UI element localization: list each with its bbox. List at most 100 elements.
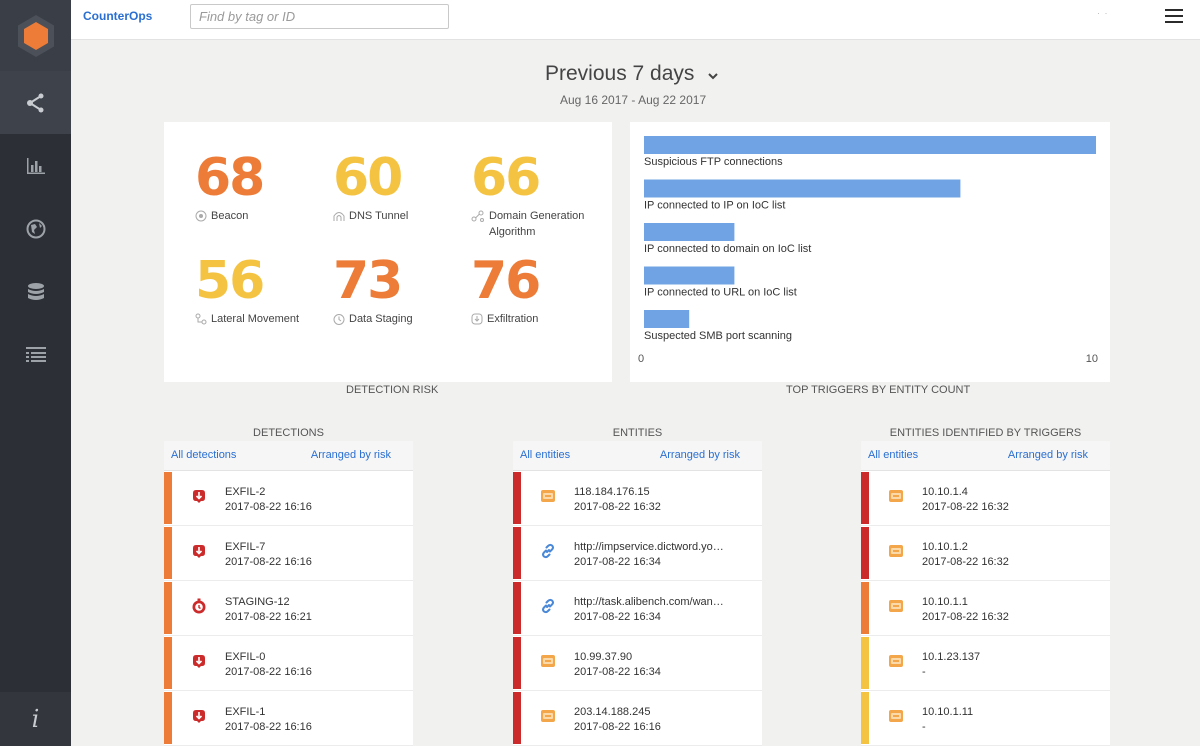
item-name: EXFIL-1 — [225, 706, 266, 718]
detections-title: DETECTIONS — [253, 427, 324, 439]
risk-label: Domain Generation Algorithm — [489, 210, 585, 238]
nav-globe[interactable] — [0, 197, 71, 260]
nav-database[interactable] — [0, 260, 71, 323]
item-name: 10.10.1.11 — [922, 706, 974, 718]
sidebar: i — [0, 0, 71, 746]
risk-dns-tunnel[interactable]: 60 DNS Tunnel — [333, 150, 473, 224]
item-name: 10.10.1.1 — [922, 596, 968, 608]
period-selector[interactable]: Previous 7 days — [545, 62, 719, 86]
logo[interactable] — [0, 0, 71, 71]
trigger-label: IP connected to IP on IoC list — [644, 200, 785, 212]
list-item[interactable]: http://task.alibench.com/wan… 2017-08-22 … — [513, 581, 762, 636]
item-time: 2017-08-22 16:34 — [574, 666, 661, 678]
host-icon — [889, 655, 903, 667]
risk-level-bar — [164, 692, 172, 744]
data-staging-icon — [333, 314, 345, 325]
list-item[interactable]: 118.184.176.15 2017-08-22 16:32 — [513, 471, 762, 526]
exfiltration-icon — [193, 710, 205, 723]
item-name: 203.14.188.245 — [574, 706, 651, 718]
list-item[interactable]: 10.10.1.1 2017-08-22 16:32 — [861, 581, 1110, 636]
list-item[interactable]: EXFIL-0 2017-08-22 16:16 — [164, 636, 413, 691]
exfiltration-icon — [193, 655, 205, 668]
risk-domain-generation[interactable]: 66 Domain Generation Algorithm — [471, 150, 611, 240]
item-time: 2017-08-22 16:32 — [922, 501, 1009, 513]
trigger-bar[interactable] — [644, 310, 690, 328]
search-box[interactable] — [190, 4, 449, 29]
link-icon — [542, 543, 554, 559]
top-triggers-caption: TOP TRIGGERS BY ENTITY COUNT — [786, 384, 971, 396]
trigger-bar[interactable] — [644, 136, 1096, 154]
period-label: Previous 7 days — [545, 62, 695, 85]
risk-value: 73 — [333, 251, 403, 311]
dns-tunnel-icon — [333, 212, 345, 221]
list-item[interactable]: 203.14.188.245 2017-08-22 16:16 — [513, 691, 762, 746]
search-input[interactable] — [191, 5, 448, 28]
item-time: 2017-08-22 16:34 — [574, 611, 661, 623]
trigger-label: IP connected to URL on IoC list — [644, 287, 797, 299]
all-entities-link[interactable]: All entities — [520, 449, 571, 461]
sort-by-risk-link[interactable]: Arranged by risk — [1007, 449, 1088, 461]
item-time: 2017-08-22 16:16 — [574, 721, 661, 733]
risk-level-bar — [164, 527, 172, 579]
all-detections-link[interactable]: All detections — [171, 449, 237, 461]
item-name: http://impservice.dictword.yo… — [574, 541, 724, 553]
list-item[interactable]: STAGING-12 2017-08-22 16:21 — [164, 581, 413, 636]
item-name: EXFIL-2 — [225, 486, 266, 498]
list-item[interactable]: 10.1.23.137 - — [861, 636, 1110, 691]
risk-data-staging[interactable]: 73 Data Staging — [333, 253, 473, 327]
hexagon-logo-icon — [17, 14, 54, 57]
brand-link[interactable]: CounterOps — [83, 9, 153, 23]
entities-list: All entities Arranged by risk 118.184.17… — [513, 441, 762, 746]
trigger-label: Suspicious FTP connections — [644, 156, 783, 168]
item-time: 2017-08-22 16:34 — [574, 556, 661, 568]
list-item[interactable]: EXFIL-2 2017-08-22 16:16 — [164, 471, 413, 526]
list-item[interactable]: 10.10.1.2 2017-08-22 16:32 — [861, 526, 1110, 581]
risk-value: 68 — [195, 148, 265, 208]
item-time: 2017-08-22 16:32 — [574, 501, 661, 513]
risk-beacon[interactable]: 68 Beacon — [195, 150, 335, 224]
trigger-bar[interactable] — [644, 266, 735, 285]
list-item[interactable]: EXFIL-7 2017-08-22 16:16 — [164, 526, 413, 581]
list-item[interactable]: EXFIL-1 2017-08-22 16:16 — [164, 691, 413, 746]
nav-graph[interactable] — [0, 71, 71, 134]
trigger-bar[interactable] — [644, 223, 735, 241]
trigger-label: Suspected SMB port scanning — [644, 330, 792, 342]
info-icon: i — [31, 705, 40, 733]
item-time: 2017-08-22 16:16 — [225, 556, 312, 568]
risk-value: 60 — [333, 148, 403, 208]
list-item[interactable]: 10.10.1.4 2017-08-22 16:32 — [861, 471, 1110, 526]
list-item[interactable]: 10.99.37.90 2017-08-22 16:34 — [513, 636, 762, 691]
beacon-icon — [195, 210, 207, 222]
risk-level-bar — [164, 582, 172, 634]
list-item[interactable]: 10.10.1.11 - — [861, 691, 1110, 746]
sort-by-risk-link[interactable]: Arranged by risk — [310, 449, 391, 461]
all-entities-link[interactable]: All entities — [868, 449, 919, 461]
risk-value: 56 — [195, 251, 265, 311]
share-graph-icon — [26, 93, 43, 112]
risk-level-bar — [513, 527, 521, 579]
item-time: 2017-08-22 16:21 — [225, 611, 312, 623]
risk-level-bar — [861, 692, 869, 744]
item-name: STAGING-12 — [225, 596, 290, 608]
risk-level-bar — [861, 472, 869, 524]
trigger-bar[interactable] — [644, 179, 961, 198]
risk-lateral-movement[interactable]: 56 Lateral Movement — [195, 253, 335, 327]
item-name: EXFIL-0 — [225, 651, 266, 663]
item-time: 2017-08-22 16:32 — [922, 556, 1009, 568]
info-button[interactable]: i — [0, 692, 71, 746]
globe-icon — [26, 219, 45, 238]
risk-level-bar — [513, 637, 521, 689]
host-icon — [889, 710, 903, 722]
item-name: 118.184.176.15 — [574, 486, 650, 498]
risk-exfiltration[interactable]: 76 Exfiltration — [471, 253, 611, 327]
sort-by-risk-link[interactable]: Arranged by risk — [659, 449, 740, 461]
list-item[interactable]: http://impservice.dictword.yo… 2017-08-22… — [513, 526, 762, 581]
top-triggers-chart: Suspicious FTP connections IP connected t… — [638, 136, 1098, 365]
risk-level-bar — [861, 527, 869, 579]
hamburger-menu-icon[interactable] — [1165, 9, 1183, 25]
item-name: 10.1.23.137 — [922, 651, 981, 663]
nav-reports[interactable] — [0, 134, 71, 197]
risk-level-bar — [513, 582, 521, 634]
link-icon — [542, 598, 554, 614]
nav-list[interactable] — [0, 323, 71, 386]
